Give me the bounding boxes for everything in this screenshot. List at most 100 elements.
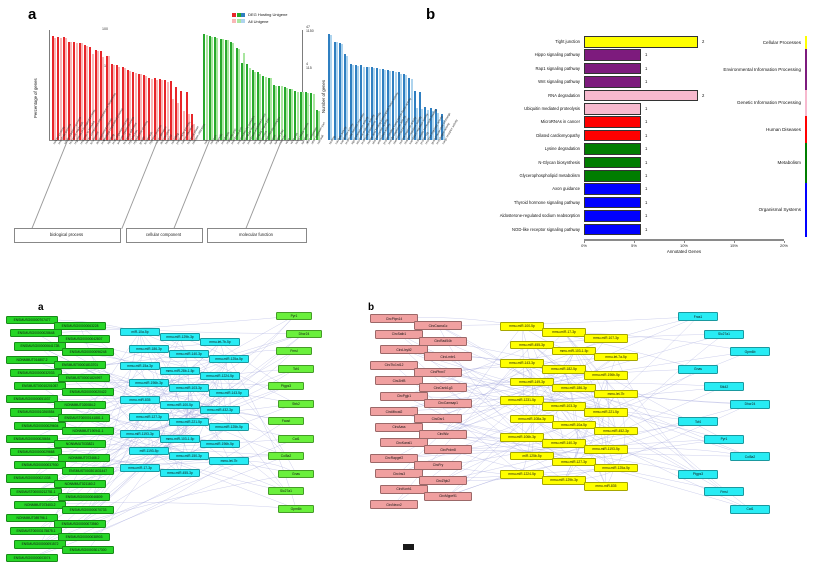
network-node[interactable]: ENSMUSG00010260554	[10, 408, 62, 417]
network-node[interactable]: Dhcr24	[286, 329, 322, 338]
network-node[interactable]: Gnas	[678, 364, 718, 374]
network-node[interactable]: Col5a2	[730, 452, 770, 461]
network-node[interactable]: miR-10a-5p	[120, 328, 160, 337]
network-node[interactable]: ENSMUSG00000029604	[14, 421, 66, 430]
network-node[interactable]: mmu-miR-149-3p	[510, 377, 554, 386]
network-node[interactable]: miR-125b-5p	[510, 451, 554, 460]
network-node[interactable]: mmu-miR-129b-3p	[160, 333, 200, 342]
network-node[interactable]: mmu-miR-28b-1-5p	[160, 367, 200, 376]
network-node[interactable]: Cat1	[730, 504, 770, 514]
network-node[interactable]: Ptgps3	[268, 382, 304, 391]
network-node[interactable]: CircLmbr1	[424, 352, 472, 361]
network-node[interactable]: mmu-miR-103-3p	[542, 402, 586, 411]
network-node[interactable]: CircKansl1	[380, 438, 428, 447]
network-node[interactable]: mmu-miR-17-3p	[120, 464, 160, 473]
network-node[interactable]: ENSMUST00010201057	[14, 382, 66, 391]
network-node[interactable]: CircMppe91	[424, 491, 472, 501]
network-node[interactable]: mmu-miR-140-3p	[169, 350, 209, 359]
network-node[interactable]: miR-1193-5p	[129, 447, 169, 456]
network-node[interactable]: mmu-miR-17-3p	[542, 328, 586, 337]
network-node[interactable]: Fmsl	[276, 347, 312, 356]
network-node[interactable]: ENSMUSG00000070733	[62, 506, 114, 515]
network-node[interactable]: mmu-miR-221-5p	[584, 408, 628, 417]
network-node[interactable]: CircIns3	[375, 469, 423, 478]
network-node[interactable]: mmu-miR-125b-5p	[209, 423, 249, 432]
network-node[interactable]: mmu-miR-835	[120, 396, 160, 405]
network-node[interactable]: mmu-miR-129b-3p	[542, 476, 586, 485]
network-node[interactable]: CircZfpk2	[419, 476, 467, 485]
network-node[interactable]: CircRad54b	[419, 336, 467, 346]
network-node[interactable]: mmu-miR-100-5p	[500, 322, 544, 331]
network-node[interactable]: ENSMUSG00000029668	[10, 448, 62, 457]
network-node[interactable]: mmu-miR-107-3p	[584, 334, 628, 343]
network-node[interactable]: ENSMUSG00000046809	[58, 493, 110, 502]
network-node[interactable]: NONMMUT021160.2	[54, 479, 106, 489]
network-node[interactable]: CircPtpn14	[370, 314, 418, 323]
network-node[interactable]: mmu-miR-1224-5p	[200, 372, 240, 381]
network-node[interactable]: CircCamsap1	[424, 398, 472, 408]
network-node[interactable]: mmu-miR-835	[584, 482, 628, 491]
network-node[interactable]: mmu-let-7a-5p	[594, 352, 638, 361]
network-node[interactable]: ENSMUST00003175875.1	[10, 527, 62, 536]
network-node[interactable]: mmu-miR-15a-3p	[120, 362, 160, 371]
network-node[interactable]: ENSMUSG00000063228	[54, 321, 106, 330]
network-node[interactable]: mmu-miR-1231-5p	[500, 396, 544, 405]
network-node[interactable]: Slc27a1	[268, 487, 304, 496]
network-node[interactable]: mmu-miR-103-3p	[169, 384, 209, 393]
network-node[interactable]: CircAass	[375, 422, 423, 432]
network-node[interactable]: CircNeox2	[370, 500, 418, 509]
network-node[interactable]: ENSMUSG00000021338	[6, 474, 58, 483]
network-node[interactable]: Strk2	[278, 399, 314, 408]
network-node[interactable]: mmu-miR-196b-5p	[584, 371, 628, 380]
network-node[interactable]: mmu-miR-103-1-5p	[552, 346, 596, 355]
network-node[interactable]: ENSMUSG00000020422	[62, 387, 114, 396]
network-node[interactable]: Dhcr24	[730, 399, 770, 409]
network-node[interactable]: CircPbxx7	[414, 367, 462, 377]
network-node[interactable]: ENSMUST00001824997	[58, 374, 110, 383]
network-node[interactable]: Pyr1	[276, 312, 312, 321]
network-node[interactable]: CircKcnh1	[380, 484, 428, 494]
network-node[interactable]: ENSMUST00000141881.1	[58, 413, 110, 423]
network-node[interactable]: CircLlxylt2	[380, 345, 428, 354]
network-node[interactable]: NONMMUT014807.2	[6, 355, 58, 364]
network-node[interactable]: CircMbcat2	[370, 407, 418, 416]
network-node[interactable]: CircZnfB	[375, 376, 423, 385]
network-node[interactable]: Col5a2	[268, 452, 304, 461]
network-node[interactable]: ENSMUSG00000032033	[10, 368, 62, 377]
network-node[interactable]: ENSMUSG00003017300	[62, 545, 114, 555]
network-node[interactable]: CircFry	[414, 460, 462, 470]
network-node[interactable]: mmu-miR-1193-3p	[120, 430, 160, 439]
network-node[interactable]: ENSMUSG00000096248	[62, 347, 114, 357]
network-node[interactable]: NONMMUT033821	[54, 440, 106, 449]
network-node[interactable]: mmu-miR-455-3p	[160, 469, 200, 478]
network-node[interactable]: mmu-miR-125a-5p	[594, 463, 638, 472]
network-node[interactable]: ENSMUSG00000037930	[14, 461, 66, 470]
network-node[interactable]: mmu-miR-140-3p	[542, 439, 586, 448]
network-node[interactable]: Tcf4	[278, 364, 314, 373]
network-node[interactable]: NONMMUT190941.1	[62, 427, 114, 436]
network-node[interactable]: mmu-let-7b	[209, 457, 249, 466]
network-node[interactable]: mmu-miR-103-1-5p	[160, 435, 200, 444]
network-node[interactable]: mmu-miR-100-5p	[160, 401, 200, 410]
network-node[interactable]: ENSMUSG00000038903	[58, 532, 110, 541]
network-node[interactable]: mmu-miR-1193-5p	[584, 445, 628, 454]
network-node[interactable]: ENSMUST00000212751.1	[10, 487, 62, 496]
network-node[interactable]: ENSMUSG00000051037	[6, 395, 58, 404]
network-node[interactable]: mmu-miR-143-5p	[209, 389, 249, 398]
network-node[interactable]: Gpm6b	[730, 347, 770, 356]
network-node[interactable]: NONMMUT020084.2	[54, 400, 106, 409]
network-node[interactable]: mmu-let-7b-5p	[200, 338, 240, 347]
network-node[interactable]: mmu-miR-106b-3p	[500, 433, 544, 442]
network-node[interactable]: ENSMUSG00000028654	[6, 434, 58, 443]
network-node[interactable]: mmu-miR-186-3p	[552, 383, 596, 392]
network-node[interactable]: ENSMUST00001813701	[54, 361, 106, 370]
network-node[interactable]: ENSMUSG00000091572	[14, 540, 66, 549]
network-node[interactable]: mmu-miR-221-5p	[169, 418, 209, 427]
network-node[interactable]: mmu-miR-455-3p	[510, 340, 554, 349]
network-node[interactable]: ENSMUSG00000707477	[6, 316, 58, 325]
network-node[interactable]: mmu-miR-1224-5p	[500, 470, 544, 479]
network-node[interactable]: CircPrdm8	[424, 445, 472, 454]
network-node[interactable]: mmu-miR-127-3p	[129, 413, 169, 422]
network-node[interactable]: CircWiz	[419, 429, 467, 439]
network-node[interactable]: mmu-miR-182-5p	[542, 365, 586, 374]
